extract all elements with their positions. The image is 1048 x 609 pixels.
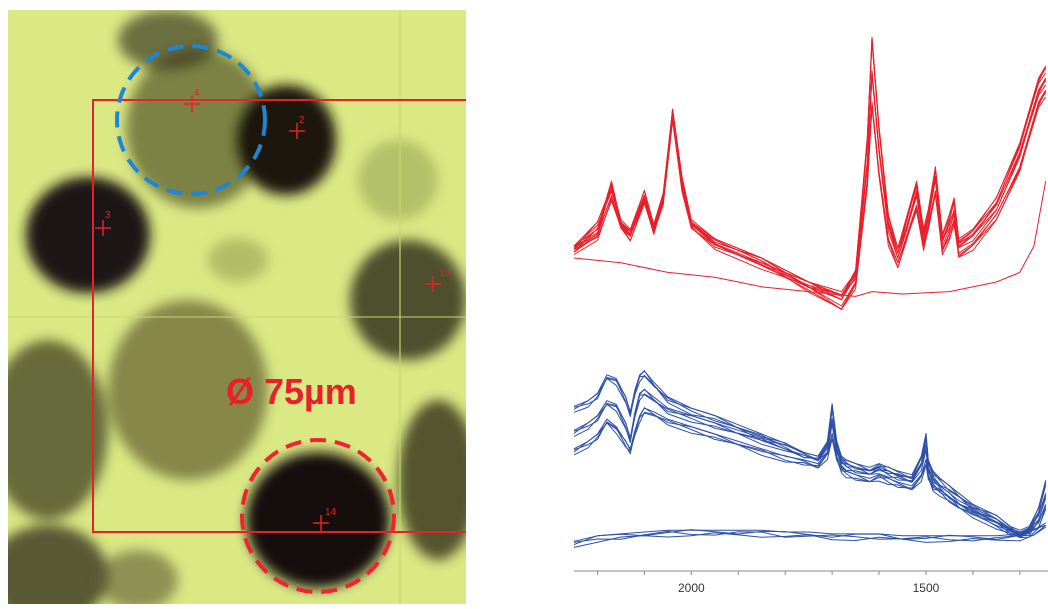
marker-2-label: 2: [299, 115, 305, 126]
spectrum-line-bottom-6: [573, 407, 1047, 535]
spectrum-line-bottom-6: [573, 411, 1047, 539]
spectra-svg: 2000 1500: [573, 36, 1048, 595]
spectra-series: [573, 36, 1047, 548]
blue-aperture-circle: [115, 44, 267, 196]
spectrum-line-bottom-6: [573, 412, 1047, 537]
micrograph-grains: [8, 10, 466, 604]
marker-4-label: 4: [194, 88, 200, 99]
spectrum-line-top-1: [573, 96, 1047, 310]
spectrum-line-bottom-7: [573, 525, 1047, 548]
spectrum-line-top-0: [573, 39, 1047, 301]
spectrum-line-top-2: [573, 75, 1047, 295]
scale-label: Ø 75µm: [226, 371, 357, 412]
x-axis-tick-label: 2000: [678, 581, 705, 595]
spectrum-line-bottom-4: [573, 370, 1047, 531]
marker-4-cross: [184, 96, 200, 112]
marker-15-cross: [425, 276, 441, 292]
spectrum-line-top-2: [573, 73, 1047, 296]
spectrum-line-top-2: [573, 70, 1047, 293]
spectrum-line-bottom-7: [573, 522, 1046, 542]
measurement-markers: [95, 96, 441, 531]
spectrum-line-top-0: [573, 41, 1047, 300]
spectrum-line-bottom-4: [573, 374, 1047, 535]
x-axis-tick-label: 1500: [913, 581, 940, 595]
x-axis-ticks: 2000 1500: [596, 571, 1021, 595]
spectra-chart: 2000 1500: [568, 20, 1048, 604]
marker-14-label: 14: [325, 507, 337, 518]
spectrum-line-top-0: [573, 37, 1047, 301]
marker-2-cross: [289, 123, 305, 139]
micrograph-svg: 2 3 4 14 15 Ø 75µm: [8, 10, 466, 604]
spectrum-line-top-2: [573, 71, 1047, 296]
marker-3-cross: [95, 220, 111, 236]
marker-14-cross: [313, 515, 329, 531]
spectrum-line-top-0: [573, 36, 1047, 297]
marker-3-label: 3: [105, 210, 111, 221]
spectrum-line-top-3: [573, 181, 1047, 297]
micrograph-image: 2 3 4 14 15 Ø 75µm: [8, 10, 466, 604]
measurement-frame: [92, 99, 466, 533]
red-aperture-circle: [240, 438, 396, 594]
spectrum-line-bottom-6: [573, 407, 1047, 538]
marker-15-label: 15: [439, 268, 451, 279]
